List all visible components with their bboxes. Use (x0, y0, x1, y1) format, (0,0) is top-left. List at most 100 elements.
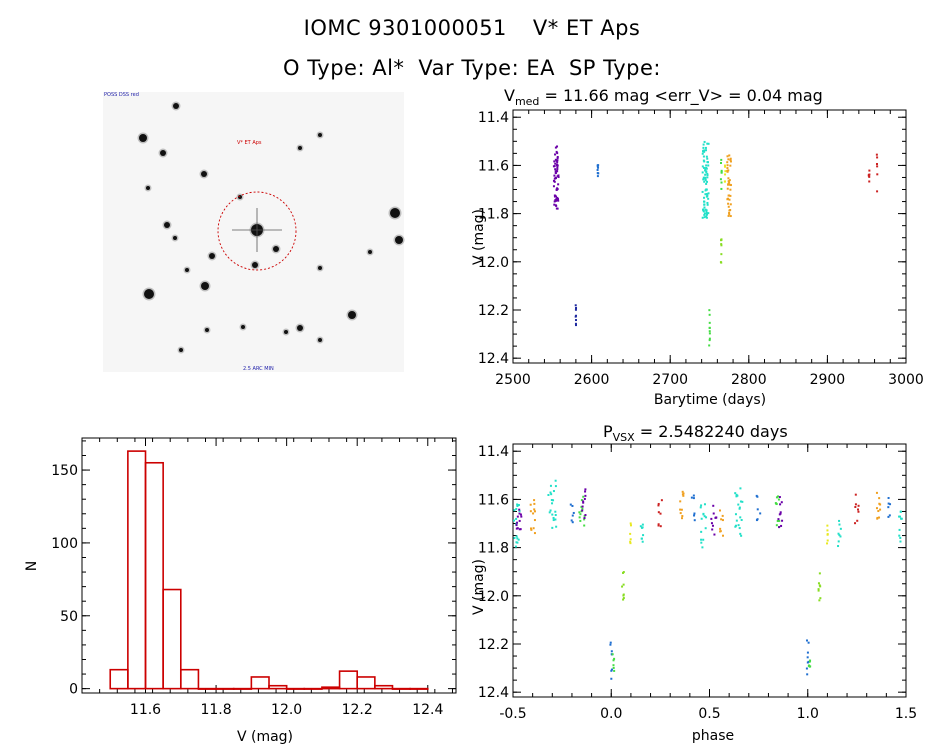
data-point (817, 588, 820, 591)
data-point (756, 508, 759, 511)
data-point (556, 152, 559, 155)
y-tick-label: 11.6 (478, 492, 509, 508)
finder-star (284, 330, 288, 334)
finder-star (297, 325, 303, 331)
data-point (693, 512, 696, 515)
data-point (706, 213, 709, 216)
data-point (584, 488, 587, 491)
data-point (629, 524, 632, 527)
data-point (641, 540, 644, 543)
data-point (703, 212, 706, 215)
data-point (887, 515, 890, 518)
data-point (556, 166, 559, 169)
data-point (702, 143, 705, 146)
data-point (729, 164, 732, 167)
data-point (703, 213, 706, 216)
data-point (553, 177, 556, 180)
data-point (726, 187, 729, 190)
data-point (776, 495, 779, 498)
data-point (704, 179, 707, 182)
data-point (729, 208, 732, 211)
data-point (712, 504, 715, 507)
data-point (781, 519, 784, 522)
data-point (596, 175, 599, 178)
data-point (520, 515, 523, 518)
data-point (704, 189, 707, 192)
data-point (554, 485, 557, 488)
finder-star (318, 133, 322, 137)
data-point (739, 500, 742, 503)
data-point (582, 495, 585, 498)
finder-star (209, 253, 215, 259)
data-point (583, 524, 586, 527)
data-point (721, 519, 724, 522)
data-point (877, 510, 880, 513)
data-point (553, 203, 556, 206)
data-point (826, 533, 829, 536)
phase-curve-xlabel: phase (692, 728, 734, 744)
data-point (679, 500, 682, 503)
data-point (629, 538, 632, 541)
data-point (704, 208, 707, 211)
data-point (533, 519, 536, 522)
data-point (571, 504, 574, 507)
data-point (727, 169, 730, 172)
histogram-xlabel: V (mag) (237, 729, 293, 745)
data-point (756, 518, 759, 521)
data-point (727, 180, 730, 183)
data-point (704, 193, 707, 196)
data-point (574, 304, 577, 307)
data-point (578, 511, 581, 514)
data-point (518, 512, 521, 515)
data-point (720, 238, 723, 241)
data-point (551, 513, 554, 516)
data-point (899, 510, 902, 513)
finder-star (205, 328, 209, 332)
data-point (553, 200, 556, 203)
data-point (556, 155, 559, 158)
data-point (549, 509, 552, 512)
data-point (728, 179, 731, 182)
x-tick-label: 1.0 (797, 706, 819, 722)
data-point (729, 188, 732, 191)
histogram-bar (321, 686, 341, 690)
data-point (569, 503, 572, 506)
data-point (574, 308, 577, 311)
y-tick-label: 11.4 (478, 110, 509, 126)
data-point (728, 198, 731, 201)
finder-star (318, 338, 322, 342)
data-point (826, 542, 829, 545)
data-point (702, 176, 705, 179)
data-point (703, 503, 706, 506)
data-point (555, 204, 558, 207)
data-point (533, 532, 536, 535)
finder-star (395, 236, 403, 244)
data-point (705, 516, 708, 519)
data-point (715, 516, 718, 519)
data-point (887, 502, 890, 505)
data-point (518, 510, 521, 513)
data-point (554, 510, 557, 513)
data-point (708, 332, 711, 335)
y-tick-label: 12.4 (478, 351, 509, 367)
data-point (703, 206, 706, 209)
data-point (876, 190, 879, 193)
data-point (705, 215, 708, 218)
data-point (516, 504, 519, 507)
data-point (553, 195, 556, 198)
data-point (806, 673, 809, 676)
data-point (809, 665, 812, 668)
data-point (550, 493, 553, 496)
data-point (549, 491, 552, 494)
data-point (622, 571, 625, 574)
finder-star (318, 266, 322, 270)
data-point (878, 502, 881, 505)
data-point (581, 509, 584, 512)
histogram-bar (162, 588, 182, 690)
data-point (597, 164, 600, 167)
data-point (721, 514, 724, 517)
data-point (622, 594, 625, 597)
data-point (581, 505, 584, 508)
phase-curve-title: PVSX = 2.5482240 days (603, 422, 788, 444)
data-point (705, 171, 708, 174)
